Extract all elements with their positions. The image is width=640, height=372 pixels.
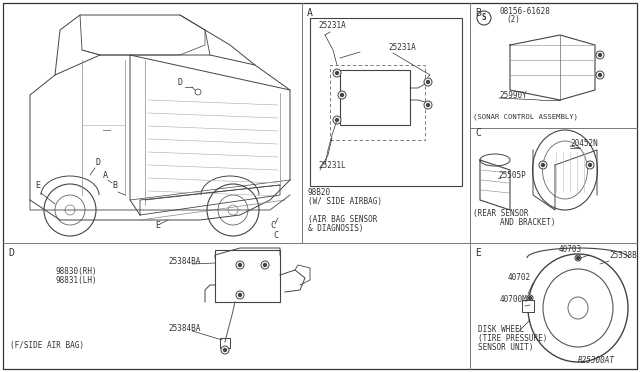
Bar (340, 70, 410, 125)
Text: 25384BA: 25384BA (168, 324, 200, 333)
Circle shape (335, 119, 339, 122)
Text: E: E (35, 181, 40, 190)
Circle shape (527, 295, 533, 301)
Bar (330, 65, 425, 140)
Circle shape (340, 93, 344, 96)
Text: R25300AT: R25300AT (578, 356, 615, 365)
Circle shape (236, 261, 244, 269)
Circle shape (598, 54, 602, 57)
Text: 25231A: 25231A (318, 21, 346, 30)
Text: 25338B: 25338B (609, 251, 637, 260)
Text: D: D (95, 158, 100, 167)
Text: 98830(RH): 98830(RH) (55, 267, 97, 276)
Circle shape (338, 91, 346, 99)
Circle shape (596, 51, 604, 59)
Circle shape (529, 296, 531, 299)
Text: SENSOR UNIT): SENSOR UNIT) (478, 343, 534, 352)
Text: (AIR BAG SENSOR: (AIR BAG SENSOR (308, 215, 378, 224)
Circle shape (426, 103, 429, 106)
Text: 40702: 40702 (508, 273, 531, 282)
Text: C: C (270, 221, 275, 230)
Circle shape (223, 349, 227, 352)
Text: 40700M: 40700M (500, 295, 528, 304)
Circle shape (586, 161, 594, 169)
Text: & DIAGNOSIS): & DIAGNOSIS) (308, 224, 364, 233)
Text: (2): (2) (506, 15, 520, 24)
Circle shape (261, 261, 269, 269)
Text: 25231A: 25231A (388, 43, 416, 52)
Circle shape (426, 80, 429, 83)
Text: 40703: 40703 (559, 245, 582, 254)
Circle shape (335, 71, 339, 74)
Circle shape (236, 291, 244, 299)
Circle shape (598, 74, 602, 77)
Circle shape (221, 346, 229, 354)
Text: (TIRE PRESSURE): (TIRE PRESSURE) (478, 334, 547, 343)
Circle shape (333, 69, 341, 77)
Text: A: A (103, 171, 108, 180)
Circle shape (424, 78, 432, 86)
Text: AND BRACKET): AND BRACKET) (500, 218, 556, 227)
Circle shape (539, 161, 547, 169)
Bar (220, 338, 230, 348)
Text: S: S (482, 13, 486, 22)
Bar (215, 250, 280, 302)
Circle shape (239, 294, 241, 296)
Text: D: D (178, 78, 183, 87)
Circle shape (239, 263, 241, 266)
Text: (SONAR CONTROL ASSEMBLY): (SONAR CONTROL ASSEMBLY) (473, 113, 578, 119)
Bar (522, 300, 534, 312)
Circle shape (596, 71, 604, 79)
Text: 20452N: 20452N (570, 139, 598, 148)
Text: 25505P: 25505P (498, 171, 525, 180)
Circle shape (575, 255, 581, 261)
Bar (310, 18, 462, 186)
Text: 25231L: 25231L (318, 161, 346, 170)
Text: 08156-61628: 08156-61628 (499, 7, 550, 16)
Circle shape (264, 263, 266, 266)
Text: E: E (155, 221, 160, 230)
Text: (F/SIDE AIR BAG): (F/SIDE AIR BAG) (10, 341, 84, 350)
Circle shape (577, 257, 579, 260)
Circle shape (333, 116, 341, 124)
Text: (REAR SENSOR: (REAR SENSOR (473, 209, 529, 218)
Circle shape (541, 164, 545, 167)
Text: DISK WHEEL: DISK WHEEL (478, 325, 524, 334)
Text: C: C (475, 128, 481, 138)
Text: 98B20: 98B20 (308, 188, 331, 197)
Text: 98831(LH): 98831(LH) (55, 276, 97, 285)
Circle shape (424, 101, 432, 109)
Text: B: B (112, 181, 117, 190)
Text: (W/ SIDE AIRBAG): (W/ SIDE AIRBAG) (308, 197, 382, 206)
Text: D: D (8, 248, 14, 258)
Text: A: A (307, 8, 313, 18)
Text: 25384BA: 25384BA (168, 257, 200, 266)
Text: E: E (475, 248, 481, 258)
Text: 25990Y: 25990Y (499, 91, 527, 100)
Text: B: B (475, 8, 481, 18)
Text: C: C (273, 231, 278, 240)
Circle shape (589, 164, 591, 167)
